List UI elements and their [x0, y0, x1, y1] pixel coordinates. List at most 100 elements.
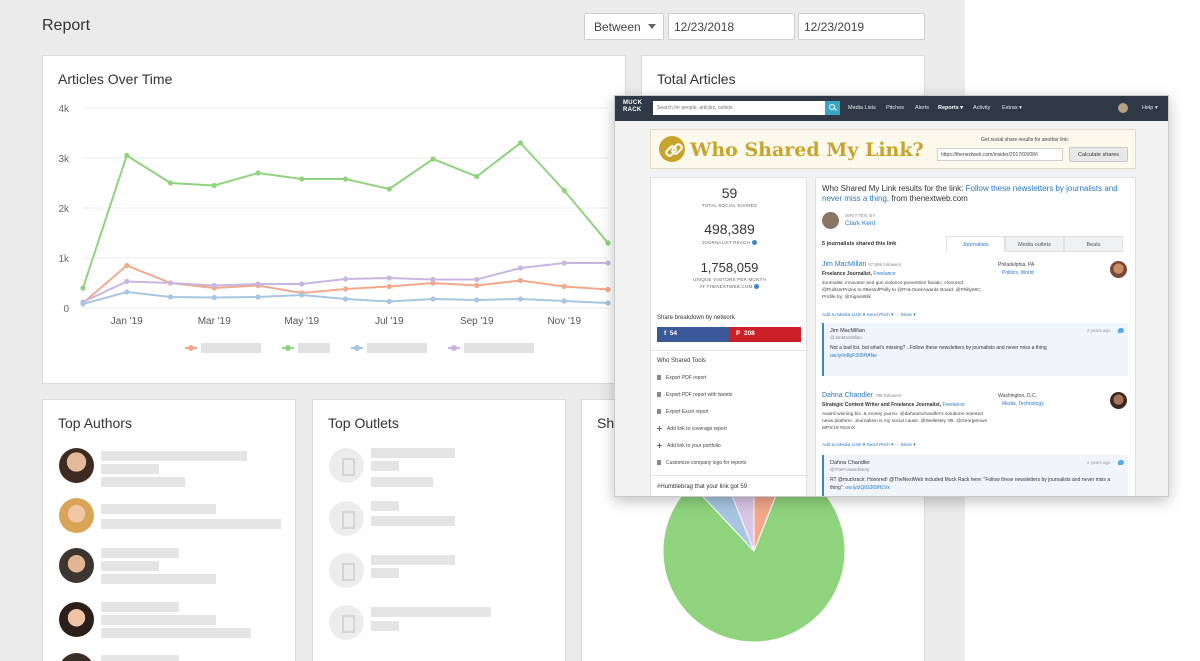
data-point: [255, 170, 261, 176]
nav-reports[interactable]: Reports ▾: [938, 105, 964, 111]
muck-rack-logo[interactable]: MUCK RACK: [623, 100, 642, 114]
tab-beats[interactable]: Beats: [1064, 236, 1123, 252]
journalist-title: Freelance Journalist, Freelance: [822, 271, 896, 277]
journalist-actions[interactable]: Add to Media Lists ▾ Send Pitch ▾ ··· Mo…: [822, 313, 916, 318]
articles-line-chart: 0 1k 2k 3k 4k Jan '19 Mar '19 May '19 Jul '19 Sep…: [58, 104, 611, 353]
placeholder-bar: [371, 461, 399, 471]
building-icon[interactable]: [329, 448, 364, 483]
x-tick-label: Sep '19: [460, 316, 494, 327]
journalist-avatar[interactable]: [1110, 392, 1127, 409]
article-link[interactable]: Follow these newsletters by journalists …: [822, 184, 1118, 203]
tweet-body: RT @muckrack: Honored! @TheNextWeb inclu…: [830, 477, 1111, 491]
facebook-share-bar[interactable]: f 54: [657, 327, 729, 342]
articles-over-time-card: Articles Over Time 0 1k 2k 3k 4k Jan '19 Mar '…: [42, 55, 626, 384]
journalist-actions[interactable]: Add to Media Lists ▾ Send Pitch ▾ ··· Mo…: [822, 443, 916, 448]
tweet-author[interactable]: Dahna Chandler: [830, 460, 871, 466]
tweet-text: Not a bad list, but what's missing? ..Fo…: [830, 344, 1120, 360]
author-avatar[interactable]: [822, 212, 839, 229]
results-panel: Who Shared My Link results for the link:…: [815, 177, 1136, 496]
pie-slice-0[interactable]: [662, 465, 846, 643]
data-point: [167, 280, 174, 286]
nav-extras[interactable]: Extras ▾: [1002, 105, 1022, 111]
tweet-link[interactable]: ow.ly/m8pF309HANe: [830, 353, 877, 359]
pinterest-share-bar[interactable]: P 208: [729, 327, 801, 342]
data-point: [299, 281, 305, 287]
nav-pitches[interactable]: Pitches: [886, 105, 905, 111]
building-icon[interactable]: [329, 501, 364, 536]
export-pdf-tweets-link[interactable]: Export PDF report with tweets: [657, 392, 732, 400]
nav-help[interactable]: Help ▾: [1142, 105, 1158, 111]
date-range-mode-select[interactable]: Between: [584, 13, 664, 40]
card-title: Total Articles: [657, 71, 736, 87]
nav-alerts[interactable]: Alerts: [915, 105, 930, 111]
data-point: [474, 282, 480, 289]
total-shares-label: TOTAL SOCIAL SHARES: [701, 203, 758, 208]
twitter-icon[interactable]: [1118, 460, 1124, 465]
data-point: [255, 281, 261, 287]
wsml-title: Who Shared My Link?: [690, 139, 924, 161]
user-avatar[interactable]: [1118, 103, 1128, 113]
journalist-role: Strategic Content Writer and Freelance J…: [822, 402, 942, 408]
document-icon: [657, 375, 661, 381]
end-date-input[interactable]: [798, 13, 925, 40]
add-coverage-link[interactable]: Add link to coverage report: [657, 426, 727, 434]
author-avatar[interactable]: [59, 448, 94, 483]
export-excel-link[interactable]: Export Excel report: [657, 409, 709, 417]
start-date-input[interactable]: [668, 13, 795, 40]
link-url-input[interactable]: [937, 148, 1063, 161]
data-point: [561, 260, 567, 266]
journalist-beats[interactable]: Politics, World: [1002, 270, 1034, 276]
journalist-beats[interactable]: Media, Technology: [1002, 401, 1044, 407]
add-portfolio-link[interactable]: Add link to your portfolio: [657, 443, 721, 451]
export-pdf-link[interactable]: Export PDF report: [657, 375, 706, 383]
x-tick-label: Jan '19: [111, 316, 143, 327]
info-icon[interactable]: [752, 240, 758, 246]
data-point: [517, 265, 524, 271]
y-tick-label: 3k: [58, 154, 70, 165]
author-avatar[interactable]: [59, 653, 94, 661]
building-icon[interactable]: [329, 605, 364, 640]
data-point: [211, 282, 217, 289]
journalist-bio: Award-winning biz. & money journo. @dahn…: [822, 412, 988, 431]
tab-journalists[interactable]: Journalists: [946, 236, 1005, 252]
calculate-shares-button[interactable]: Calculate shares: [1069, 147, 1128, 162]
author-avatar[interactable]: [59, 548, 94, 583]
author-avatar[interactable]: [59, 602, 94, 637]
data-point: [386, 298, 392, 305]
tweet-author[interactable]: Jim MacMillan: [830, 328, 865, 334]
data-point: [342, 176, 349, 182]
customize-logo-link[interactable]: Customize company logo for reports: [657, 460, 746, 468]
legend-marker: [285, 345, 291, 351]
date-range-mode-label: Between: [594, 20, 641, 34]
placeholder-bar: [101, 628, 251, 638]
x-tick-label: Mar '19: [198, 316, 231, 327]
journalist-name-link[interactable]: Jim MacMillan 57,898 followers: [822, 261, 901, 268]
legend-marker: [188, 345, 194, 351]
placeholder-bar: [371, 621, 399, 631]
author-name-link[interactable]: Clark Kent: [845, 220, 876, 227]
data-point: [517, 140, 524, 146]
data-point: [167, 180, 174, 186]
placeholder-bar: [371, 568, 399, 578]
outlet-link[interactable]: Freelance: [942, 402, 965, 408]
tweet-link[interactable]: ow.ly/zQtG309HLVx: [845, 485, 890, 491]
building-icon[interactable]: [329, 553, 364, 588]
nav-activity[interactable]: Activity: [973, 105, 991, 111]
journalist-avatar[interactable]: [1110, 261, 1127, 278]
twitter-icon[interactable]: [1118, 328, 1124, 333]
data-point: [124, 152, 130, 159]
outlet-link[interactable]: Freelance: [873, 271, 896, 277]
author-avatar[interactable]: [59, 498, 94, 533]
nav-media-lists[interactable]: Media Lists: [848, 105, 876, 111]
data-point: [80, 285, 86, 291]
tab-media-outlets[interactable]: Media outlets: [1005, 236, 1064, 252]
legend-marker: [354, 345, 360, 351]
tweet-handle: @TheForwardStory: [830, 467, 870, 472]
search-icon[interactable]: [825, 101, 840, 115]
legend-label-placeholder: [464, 343, 534, 353]
search-input[interactable]: [653, 101, 825, 115]
journalist-name-link[interactable]: Dahna Chandler 799 followers: [822, 392, 901, 399]
data-point: [430, 296, 436, 302]
card-title: Articles Over Time: [58, 71, 173, 87]
info-icon[interactable]: [754, 284, 760, 290]
